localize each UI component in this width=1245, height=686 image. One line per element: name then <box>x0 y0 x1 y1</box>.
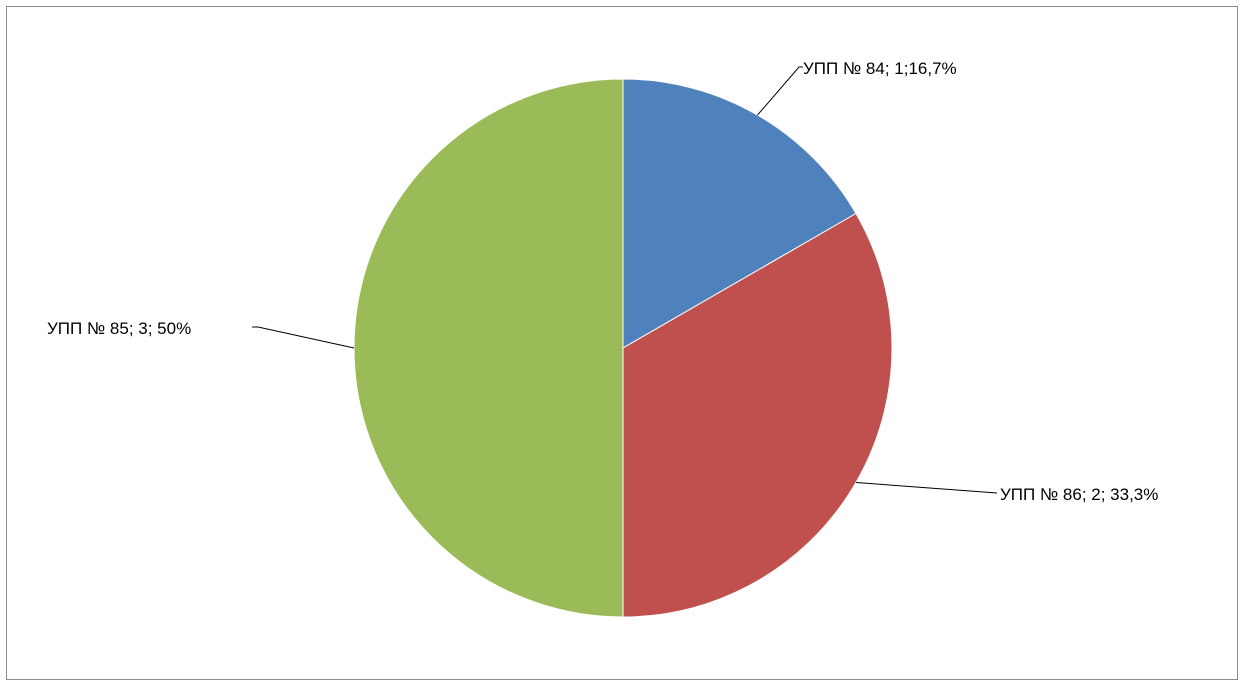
pie-slices <box>353 78 893 618</box>
leader-line-3 <box>252 326 355 349</box>
leader-lines <box>252 66 998 494</box>
leader-line-1 <box>757 66 803 116</box>
pie-chart: УПП № 84; 1;16,7% УПП № 86; 2; 33,3% УПП… <box>47 59 1158 618</box>
data-label-upp-86: УПП № 86; 2; 33,3% <box>1000 485 1158 504</box>
data-label-upp-84: УПП № 84; 1;16,7% <box>803 59 957 78</box>
data-labels: УПП № 84; 1;16,7% УПП № 86; 2; 33,3% УПП… <box>47 59 1158 504</box>
chart-area: УПП № 84; 1;16,7% УПП № 86; 2; 33,3% УПП… <box>6 6 1238 680</box>
pie-slice-3 <box>353 78 624 618</box>
data-label-upp-85: УПП № 85; 3; 50% <box>47 319 191 338</box>
leader-line-2 <box>855 482 998 494</box>
pie-slice-1 <box>622 78 857 349</box>
